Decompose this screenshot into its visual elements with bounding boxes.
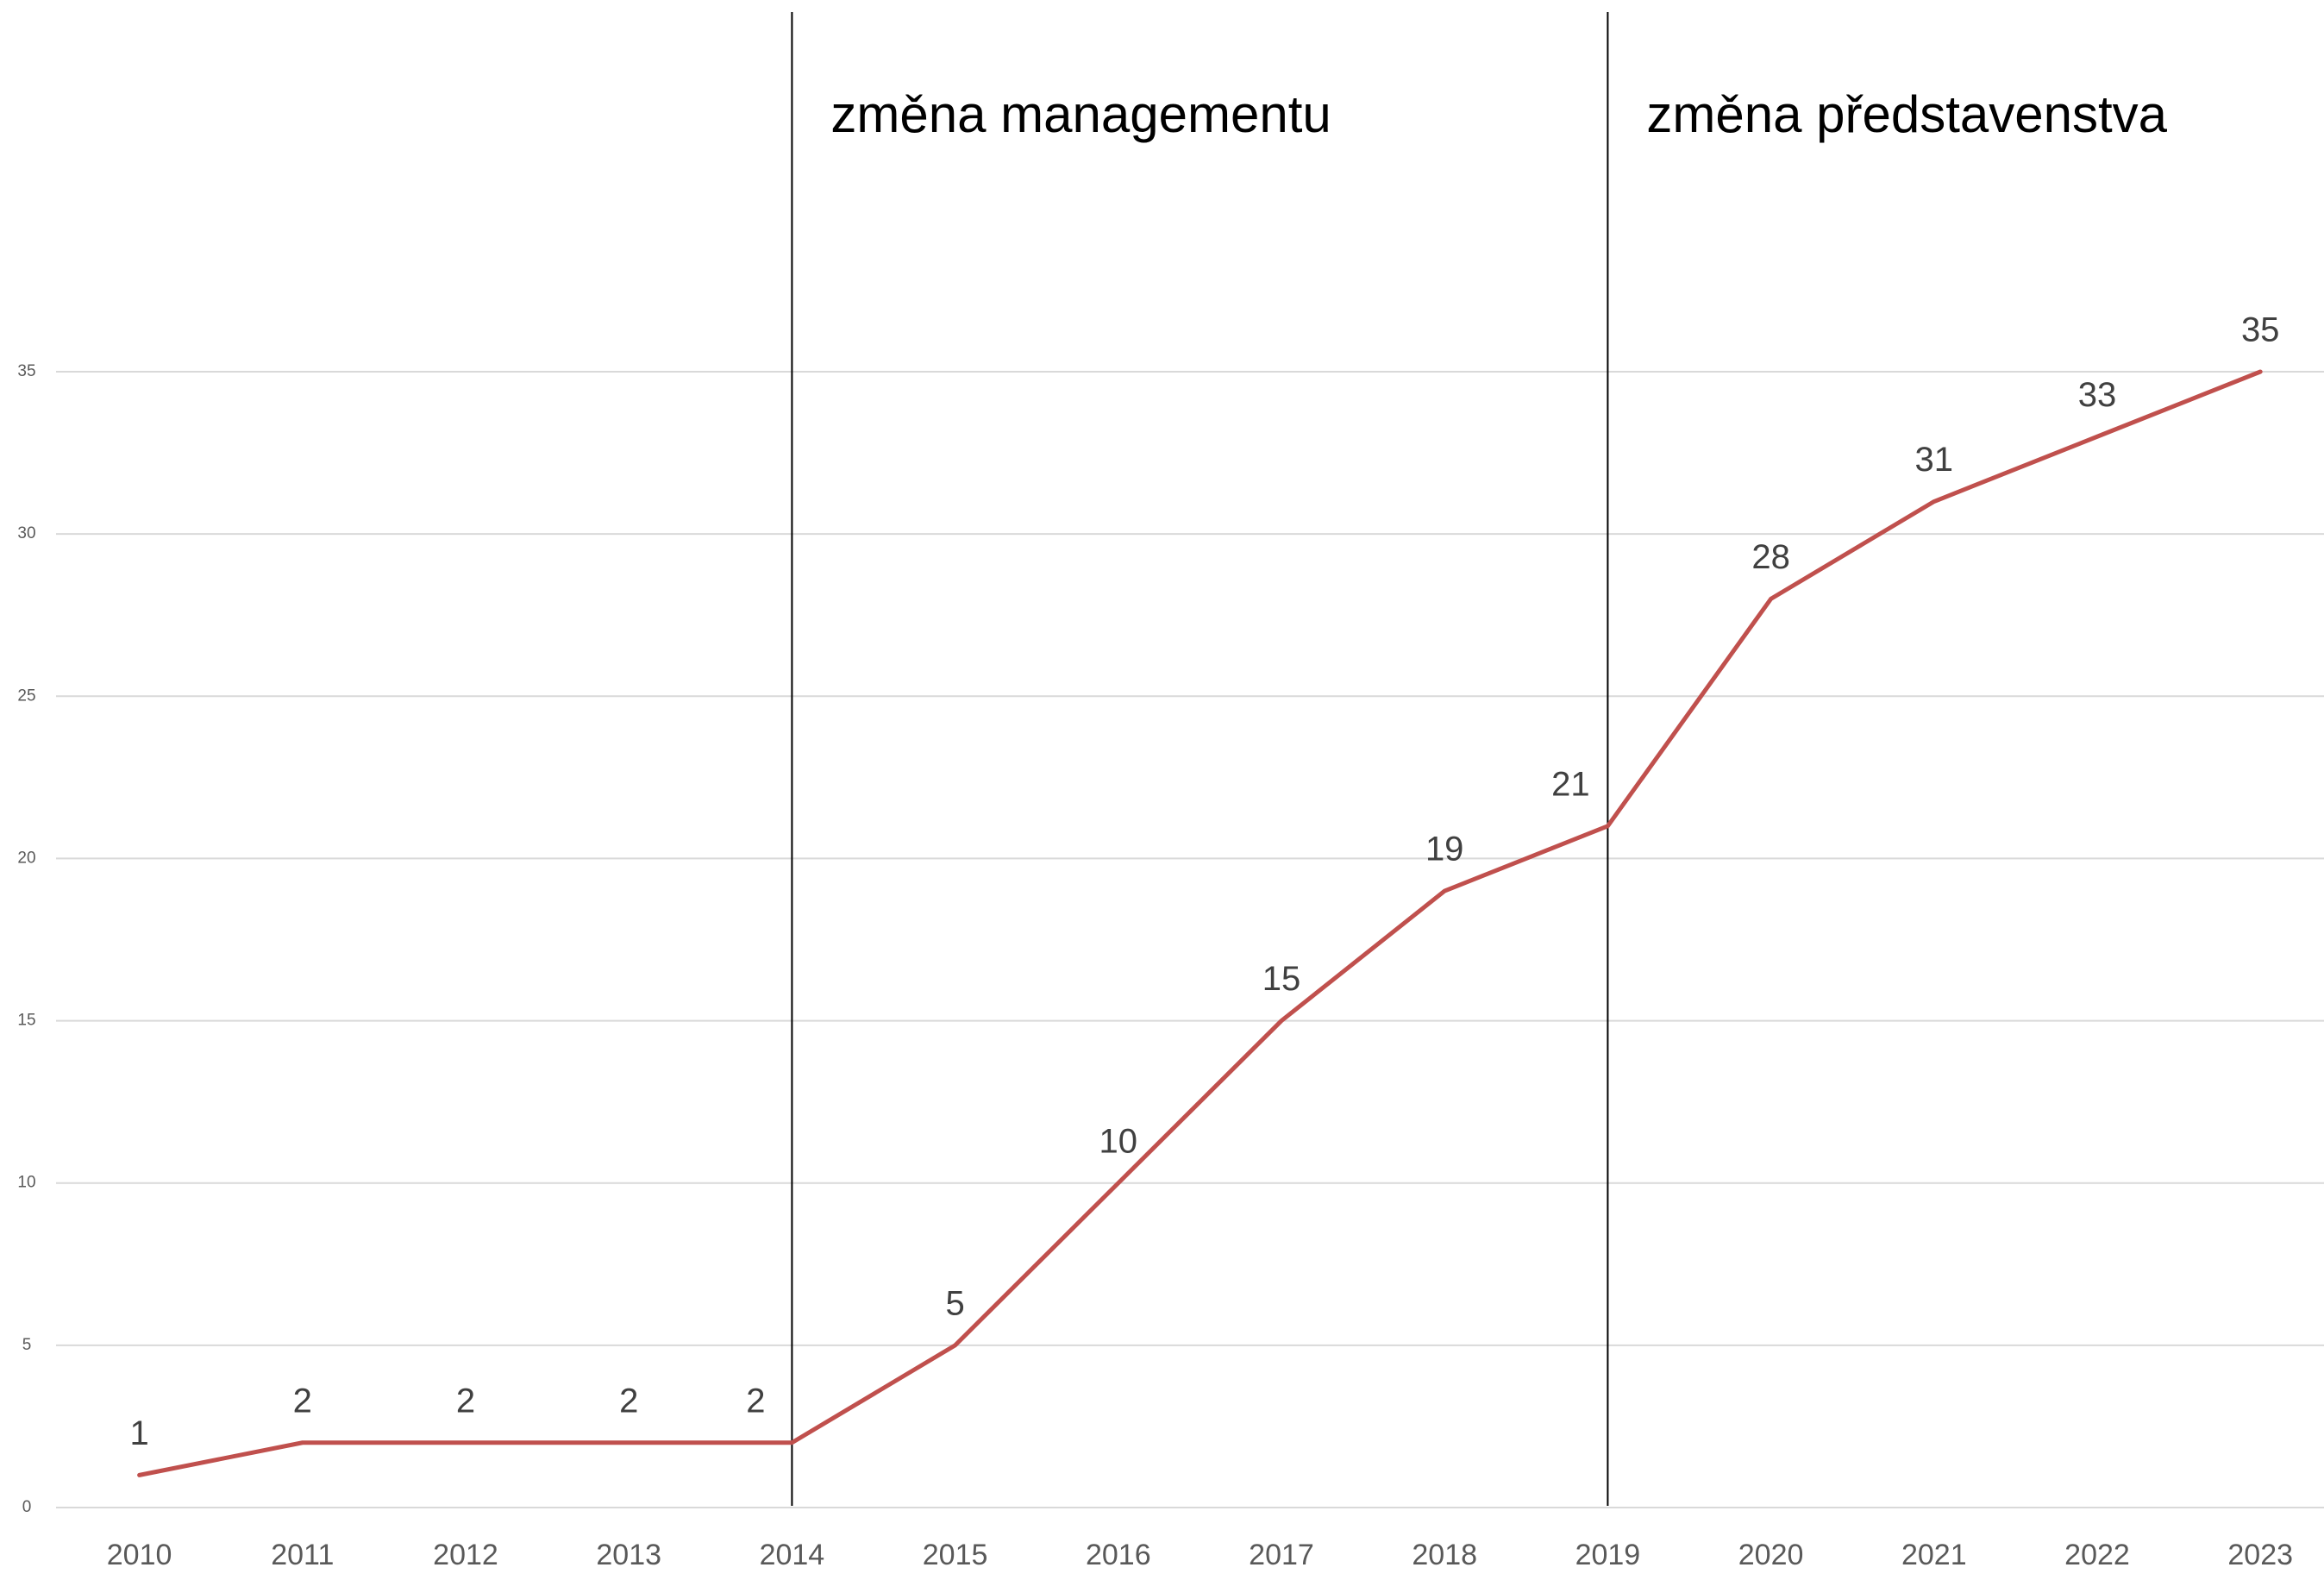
data-label: 15 [1262, 960, 1301, 998]
x-tick-label: 2019 [1575, 1539, 1641, 1571]
x-tick-label: 2021 [1901, 1539, 1967, 1571]
x-tick-label: 2022 [2064, 1539, 2130, 1571]
data-label: 10 [1099, 1122, 1138, 1160]
data-label: 33 [2078, 376, 2117, 414]
x-tick-label: 2014 [760, 1539, 825, 1571]
y-tick-label: 30 [17, 524, 35, 542]
x-tick-label: 2010 [107, 1539, 172, 1571]
y-tick-label: 35 [17, 362, 35, 380]
y-tick-label: 20 [17, 849, 35, 867]
y-tick-label: 10 [17, 1174, 35, 1192]
data-label: 1 [129, 1414, 148, 1452]
x-tick-label: 2012 [433, 1539, 498, 1571]
data-label: 19 [1425, 831, 1464, 868]
x-tick-label: 2013 [596, 1539, 661, 1571]
annotation-text: změna managementu [830, 85, 1331, 143]
x-tick-label: 2011 [271, 1539, 334, 1571]
x-tick-label: 2016 [1086, 1539, 1151, 1571]
y-tick-label: 5 [22, 1336, 32, 1354]
data-label: 28 [1751, 538, 1790, 576]
x-tick-label: 2017 [1249, 1539, 1314, 1571]
line-series [137, 369, 2263, 1477]
y-tick-label: 0 [22, 1498, 32, 1516]
annotation-text: změna představenstva [1646, 85, 2167, 143]
x-tick-label: 2020 [1738, 1539, 1804, 1571]
data-label: 31 [1915, 441, 1954, 479]
data-label: 35 [2241, 311, 2280, 349]
x-tick-label: 2018 [1412, 1539, 1477, 1571]
data-label: 5 [945, 1284, 964, 1322]
x-tick-label: 2015 [923, 1539, 988, 1571]
x-tick-label: 2023 [2227, 1539, 2293, 1571]
data-label: 2 [456, 1382, 475, 1420]
data-label: 2 [746, 1382, 765, 1420]
y-tick-label: 25 [17, 687, 35, 705]
data-label: 2 [619, 1382, 638, 1420]
data-label: 21 [1551, 765, 1590, 803]
y-tick-label: 15 [17, 1012, 35, 1030]
data-label: 2 [293, 1382, 312, 1420]
